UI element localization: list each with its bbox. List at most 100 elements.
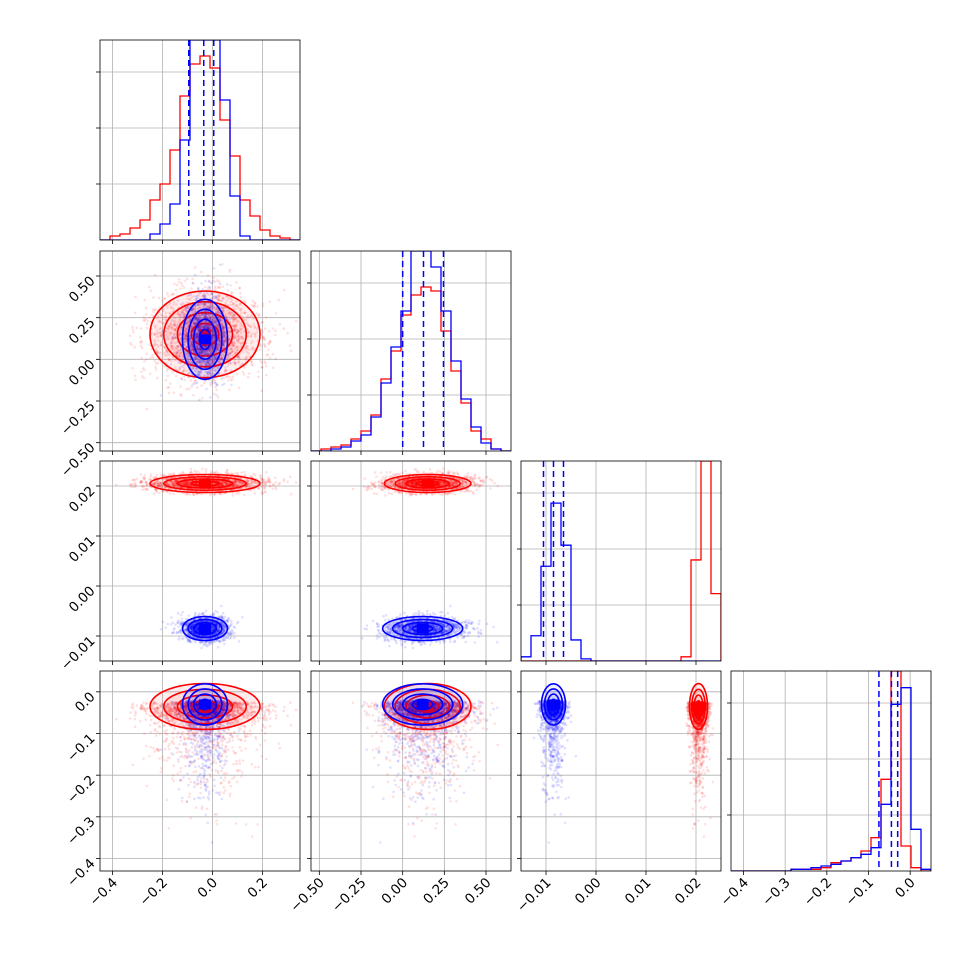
point-blue — [223, 331, 226, 335]
point-red — [207, 304, 211, 308]
point-red — [221, 285, 225, 288]
point-red — [173, 365, 177, 369]
point-blue — [221, 326, 225, 329]
point-red — [266, 353, 270, 356]
point-blue — [199, 352, 203, 355]
point-red — [179, 287, 182, 290]
point-red — [221, 331, 225, 335]
point-red — [168, 492, 172, 495]
point-red — [169, 305, 173, 309]
point-red — [218, 346, 221, 349]
point-blue — [209, 372, 213, 375]
point-red — [274, 329, 277, 333]
point-red — [153, 338, 156, 342]
point-red — [215, 308, 219, 311]
point-blue — [205, 360, 209, 363]
point-red — [165, 292, 169, 295]
point-red — [196, 303, 200, 307]
point-red — [179, 354, 182, 358]
point-red — [153, 273, 157, 277]
point-red — [241, 370, 245, 374]
point-red — [231, 345, 234, 348]
point-red — [197, 294, 201, 297]
point-red — [170, 346, 173, 350]
point-red — [192, 348, 196, 352]
panel-background — [100, 251, 300, 451]
point-red — [232, 306, 235, 310]
point-red — [170, 327, 174, 331]
point-red — [194, 336, 197, 340]
point-red — [249, 325, 253, 329]
point-blue — [201, 323, 204, 327]
point-red — [229, 296, 233, 300]
point-blue — [206, 370, 210, 374]
point-red — [202, 293, 205, 297]
point-red — [227, 349, 231, 352]
point-red — [167, 385, 171, 389]
point-red — [196, 326, 199, 330]
point-red — [174, 341, 177, 345]
point-red — [264, 364, 268, 368]
point-blue — [164, 329, 167, 333]
point-red — [164, 315, 168, 319]
point-red — [179, 339, 183, 342]
point-red — [191, 367, 195, 370]
point-red — [231, 349, 234, 353]
point-red — [184, 346, 188, 349]
point-red — [235, 318, 238, 321]
point-red — [131, 328, 135, 331]
point-blue — [209, 396, 212, 399]
point-red — [185, 331, 188, 334]
point-red — [153, 359, 157, 363]
point-red — [219, 356, 223, 360]
point-red — [202, 305, 206, 308]
point-blue — [224, 366, 227, 369]
point-red — [231, 494, 235, 497]
point-red — [174, 353, 178, 357]
point-red — [225, 309, 228, 312]
point-red — [178, 313, 182, 316]
point-red — [232, 302, 235, 306]
point-blue — [212, 330, 215, 333]
point-blue — [195, 355, 198, 359]
point-red — [255, 331, 258, 334]
point-red — [170, 345, 174, 349]
point-red — [148, 343, 152, 347]
point-red — [201, 361, 204, 364]
point-red — [289, 349, 293, 353]
point-blue — [211, 296, 215, 299]
point-red — [222, 343, 225, 346]
point-red — [202, 351, 205, 355]
point-red — [169, 321, 173, 324]
point-red — [180, 281, 183, 285]
point-red — [217, 280, 221, 283]
point-blue — [208, 347, 211, 351]
point-red — [213, 280, 217, 283]
point-blue — [206, 324, 210, 327]
point-blue — [171, 336, 175, 340]
point-red — [257, 313, 261, 317]
point-red — [231, 375, 235, 379]
point-red — [232, 344, 236, 347]
point-blue — [217, 360, 220, 364]
point-blue — [209, 382, 213, 385]
point-blue — [194, 356, 197, 359]
point-red — [180, 324, 184, 328]
point-red — [189, 345, 193, 349]
point-blue — [195, 345, 199, 348]
scatter-panel-1-0 — [115, 262, 298, 411]
point-red — [224, 369, 227, 373]
point-blue — [212, 321, 216, 325]
point-red — [194, 317, 198, 320]
point-red — [239, 331, 243, 334]
point-red — [194, 316, 197, 320]
point-red — [183, 333, 187, 336]
point-blue — [218, 316, 222, 320]
point-red — [182, 366, 186, 370]
point-red — [186, 355, 189, 358]
point-red — [220, 322, 224, 326]
point-red — [263, 327, 267, 330]
point-red — [251, 346, 255, 350]
point-blue — [213, 358, 217, 361]
point-blue — [184, 309, 188, 312]
